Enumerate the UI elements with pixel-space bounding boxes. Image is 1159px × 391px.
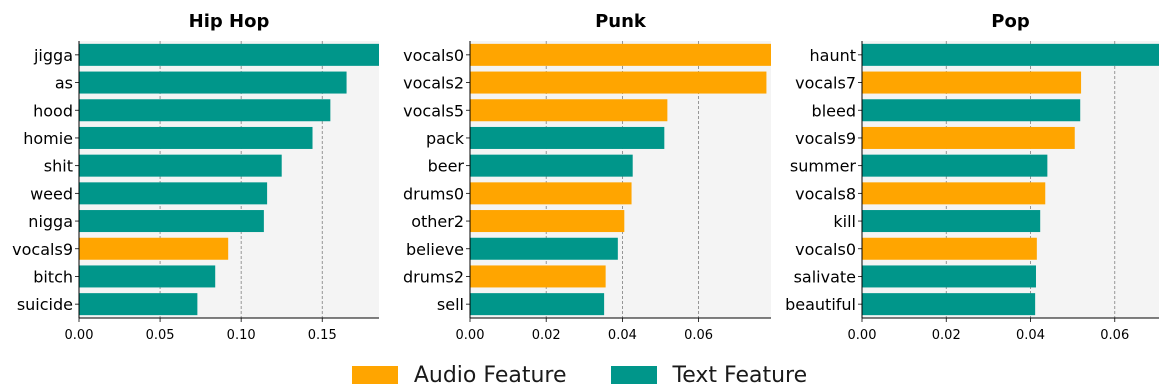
y-tick-label-pop: vocals7 — [795, 74, 856, 93]
y-tick-label-hip-hop: shit — [44, 157, 73, 176]
y-tick-label-punk: drums2 — [403, 267, 464, 286]
legend-item-text: Text Feature — [610, 362, 808, 388]
bar-pop — [862, 182, 1046, 205]
x-tick-label-pop: 0.00 — [848, 328, 877, 343]
bar-hip-hop — [79, 237, 229, 260]
bar-punk — [470, 237, 618, 260]
y-tick-label-punk: vocals5 — [403, 101, 464, 120]
bar-hip-hop — [79, 210, 264, 233]
y-tick-label-hip-hop: hood — [33, 101, 73, 120]
y-tick-label-punk: pack — [426, 129, 465, 148]
y-tick-label-hip-hop: nigga — [28, 212, 73, 231]
bar-pop — [862, 99, 1081, 122]
y-tick-label-pop: summer — [790, 157, 856, 176]
y-tick-label-pop: beautiful — [785, 295, 856, 314]
bar-hip-hop — [79, 154, 282, 177]
bar-pop — [862, 43, 1159, 66]
bar-punk — [470, 210, 625, 233]
bar-pop — [862, 265, 1036, 288]
legend: Audio Feature Text Feature — [0, 359, 1159, 391]
x-tick-label-hip-hop: 0.00 — [65, 328, 94, 343]
y-tick-label-punk: beer — [428, 157, 465, 176]
bar-punk — [470, 154, 633, 177]
bar-pop — [862, 210, 1041, 233]
x-tick-label-pop: 0.06 — [1100, 328, 1129, 343]
bar-hip-hop — [79, 99, 331, 122]
bar-pop — [862, 293, 1036, 316]
chart-title-hip-hop: Hip Hop — [189, 11, 270, 32]
y-tick-label-pop: vocals0 — [795, 240, 856, 259]
y-tick-label-punk: believe — [406, 240, 464, 259]
bar-hip-hop — [79, 43, 379, 66]
x-tick-label-hip-hop: 0.05 — [146, 328, 175, 343]
legend-label-audio: Audio Feature — [413, 362, 567, 388]
figure: jigga as hood homie shit weed nigga vocals9 bitc… — [12, 11, 1159, 343]
x-tick-label-hip-hop: 0.15 — [308, 328, 337, 343]
y-tick-label-hip-hop: homie — [23, 129, 73, 148]
bar-punk — [470, 99, 668, 122]
y-tick-label-hip-hop: jigga — [33, 46, 73, 65]
y-tick-label-hip-hop: weed — [30, 184, 73, 203]
x-tick-label-punk: 0.02 — [532, 328, 561, 343]
x-tick-label-hip-hop: 0.10 — [227, 328, 256, 343]
bar-punk — [470, 265, 606, 288]
x-tick-label-pop: 0.04 — [1016, 328, 1045, 343]
bar-pop — [862, 154, 1048, 177]
bar-pop — [862, 126, 1075, 149]
chart-title-pop: Pop — [991, 11, 1030, 32]
bar-hip-hop — [79, 182, 268, 205]
x-tick-label-pop: 0.02 — [932, 328, 961, 343]
bar-punk — [470, 43, 771, 66]
legend-swatch-text — [610, 366, 657, 384]
y-tick-label-pop: salivate — [794, 267, 856, 286]
y-tick-label-pop: bleed — [812, 101, 856, 120]
y-tick-label-hip-hop: vocals9 — [12, 240, 73, 259]
bar-punk — [470, 71, 767, 94]
y-tick-label-punk: vocals0 — [403, 46, 464, 65]
y-tick-label-pop: haunt — [810, 46, 857, 65]
bar-punk — [470, 126, 665, 149]
y-tick-label-hip-hop: as — [55, 74, 73, 93]
legend-item-audio: Audio Feature — [351, 362, 567, 388]
bar-hip-hop — [79, 293, 198, 316]
bar-punk — [470, 182, 632, 205]
y-tick-label-punk: vocals2 — [403, 74, 464, 93]
bar-pop — [862, 237, 1037, 260]
y-tick-label-punk: drums0 — [403, 184, 464, 203]
y-tick-label-pop: kill — [833, 212, 856, 231]
bar-hip-hop — [79, 71, 347, 94]
y-tick-label-pop: vocals8 — [795, 184, 856, 203]
y-tick-label-pop: vocals9 — [795, 129, 856, 148]
bar-hip-hop — [79, 126, 313, 149]
x-tick-label-punk: 0.06 — [684, 328, 713, 343]
bar-punk — [470, 293, 605, 316]
bar-hip-hop — [79, 265, 216, 288]
y-tick-label-punk: other2 — [411, 212, 464, 231]
x-tick-label-punk: 0.00 — [456, 328, 485, 343]
legend-swatch-audio — [351, 366, 398, 384]
chart-title-punk: Punk — [595, 11, 647, 32]
legend-label-text: Text Feature — [672, 362, 808, 388]
y-tick-label-hip-hop: suicide — [17, 295, 73, 314]
y-tick-label-punk: sell — [437, 295, 464, 314]
bar-pop — [862, 71, 1082, 94]
y-tick-label-hip-hop: bitch — [33, 267, 73, 286]
x-tick-label-punk: 0.04 — [608, 328, 637, 343]
